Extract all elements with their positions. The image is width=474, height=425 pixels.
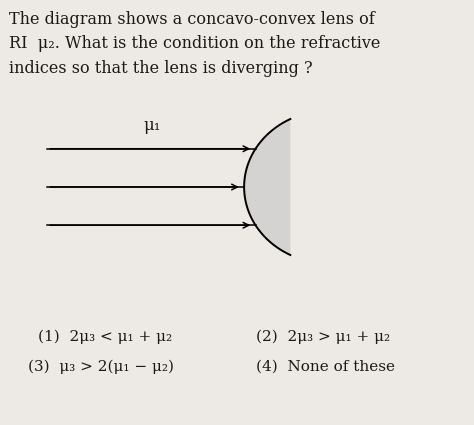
Text: (4)  None of these: (4) None of these xyxy=(256,360,395,374)
Text: RI  μ₂. What is the condition on the refractive: RI μ₂. What is the condition on the refr… xyxy=(9,35,380,52)
Text: (3)  μ₃ > 2(μ₁ − μ₂): (3) μ₃ > 2(μ₁ − μ₂) xyxy=(28,360,174,374)
Text: The diagram shows a concavo-convex lens of: The diagram shows a concavo-convex lens … xyxy=(9,11,374,28)
Text: (1)  2μ₃ < μ₁ + μ₂: (1) 2μ₃ < μ₁ + μ₂ xyxy=(38,329,172,344)
Text: μ₁: μ₁ xyxy=(143,117,160,134)
Text: (2)  2μ₃ > μ₁ + μ₂: (2) 2μ₃ > μ₁ + μ₂ xyxy=(256,329,390,344)
Text: indices so that the lens is diverging ?: indices so that the lens is diverging ? xyxy=(9,60,312,77)
